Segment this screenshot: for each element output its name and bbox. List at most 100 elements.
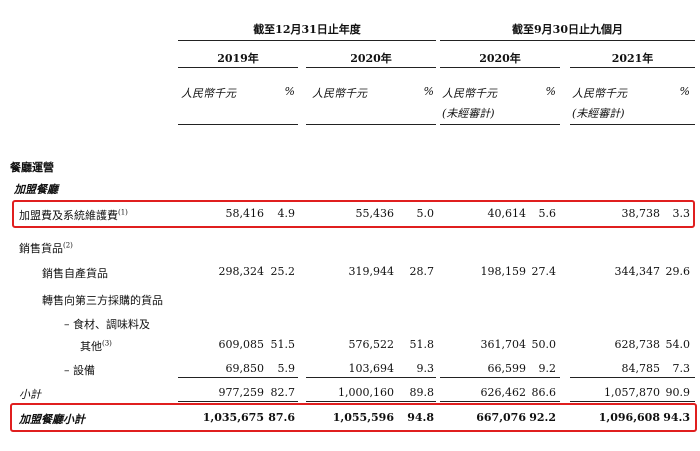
- cell-franchise-subtotal-5: 92.2: [529, 411, 556, 424]
- cell-equipment-6: 84,785: [621, 362, 661, 375]
- under-unit-2019: [178, 124, 298, 125]
- cell-franchise-subtotal-1: 87.6: [268, 411, 295, 424]
- row-label-franchise-fee: 加盟費及系統維護費(1): [19, 207, 128, 223]
- franchise-fee-note: (1): [118, 208, 128, 217]
- pct-2020b: %: [545, 85, 556, 98]
- cell-subtotal-2: 1,000,160: [338, 386, 394, 399]
- under-unit-2020b: [440, 124, 560, 125]
- section-subtitle: 加盟餐廳: [14, 183, 58, 196]
- subtotal-rule-2021: [570, 377, 695, 378]
- cell-franchise-fee-2: 55,436: [355, 207, 395, 220]
- unit-2019: 人民幣千元: [181, 87, 236, 100]
- cell-franchise-fee-5: 5.6: [538, 207, 557, 220]
- cell-equipment-5: 9.2: [538, 362, 557, 375]
- cell-franchise-fee-4: 40,614: [487, 207, 527, 220]
- section-title: 餐廳運營: [10, 161, 54, 174]
- row-label-resale: 轉售向第三方採購的貨品: [42, 294, 163, 307]
- header-year-2020b: 2020年: [479, 52, 521, 65]
- cell-self-produced-3: 28.7: [409, 265, 435, 278]
- row-label-equipment: – 設備: [64, 364, 95, 377]
- unit-2020a: 人民幣千元: [312, 87, 367, 100]
- divider-2019: [178, 67, 298, 68]
- cell-subtotal-1: 82.7: [270, 386, 296, 399]
- row-label-food-line2: 其他(3): [80, 338, 112, 354]
- cell-food-line2-0: 609,085: [218, 338, 265, 351]
- franchise-fee-text: 加盟費及系統維護費: [19, 209, 118, 222]
- cell-food-line2-3: 51.8: [409, 338, 435, 351]
- total-rule-2020b: [440, 401, 560, 402]
- unaudited-2021: (未經審計): [572, 107, 625, 120]
- cell-self-produced-5: 27.4: [531, 265, 557, 278]
- cell-franchise-fee-7: 3.3: [672, 207, 691, 220]
- cell-subtotal-0: 977,259: [218, 386, 265, 399]
- cell-subtotal-7: 90.9: [665, 386, 691, 399]
- cell-franchise-fee-1: 4.9: [277, 207, 296, 220]
- total-rule-2020a: [306, 401, 436, 402]
- cell-food-line2-1: 51.5: [270, 338, 296, 351]
- cell-equipment-1: 5.9: [277, 362, 296, 375]
- header-divider-year: [178, 40, 436, 41]
- row-label-franchise-subtotal: 加盟餐廳小計: [19, 413, 85, 426]
- divider-2020a: [306, 67, 436, 68]
- total-rule-2019: [178, 401, 298, 402]
- divider-2020b: [440, 67, 560, 68]
- total-rule-2021: [570, 401, 695, 402]
- cell-franchise-subtotal-2: 1,055,596: [332, 411, 394, 424]
- row-label-subtotal: 小計: [19, 388, 41, 401]
- header-nine-month-group: 截至9月30日止九個月: [512, 23, 623, 36]
- row-label-goods-sales: 銷售貨品(2): [19, 240, 73, 256]
- cell-subtotal-4: 626,462: [480, 386, 527, 399]
- cell-franchise-subtotal-4: 667,076: [476, 411, 526, 424]
- cell-equipment-2: 103,694: [348, 362, 395, 375]
- cell-self-produced-6: 344,347: [614, 265, 661, 278]
- cell-self-produced-1: 25.2: [270, 265, 296, 278]
- cell-franchise-subtotal-7: 94.3: [663, 411, 690, 424]
- food-other-text: 其他: [80, 340, 102, 353]
- cell-franchise-subtotal-3: 94.8: [407, 411, 434, 424]
- cell-self-produced-7: 29.6: [665, 265, 691, 278]
- pct-2020a: %: [423, 85, 434, 98]
- under-unit-2020a: [306, 124, 436, 125]
- cell-subtotal-5: 86.6: [531, 386, 557, 399]
- cell-self-produced-2: 319,944: [348, 265, 395, 278]
- subtotal-rule-2020b: [440, 377, 560, 378]
- subtotal-rule-2019: [178, 377, 298, 378]
- header-year-2020a: 2020年: [350, 52, 392, 65]
- cell-self-produced-0: 298,324: [218, 265, 265, 278]
- cell-franchise-fee-6: 38,738: [621, 207, 661, 220]
- cell-franchise-fee-3: 5.0: [416, 207, 435, 220]
- cell-food-line2-6: 628,738: [614, 338, 661, 351]
- cell-franchise-subtotal-6: 1,096,608: [598, 411, 660, 424]
- header-year-group: 截至12月31日止年度: [253, 23, 361, 36]
- cell-equipment-0: 69,850: [225, 362, 265, 375]
- row-label-self-produced: 銷售自產貨品: [42, 267, 108, 280]
- unaudited-2020b: (未經審計): [442, 107, 495, 120]
- goods-sales-note: (2): [63, 241, 73, 250]
- cell-subtotal-3: 89.8: [409, 386, 435, 399]
- pct-2019: %: [284, 85, 295, 98]
- unit-2021: 人民幣千元: [572, 87, 627, 100]
- header-year-2019: 2019年: [217, 52, 259, 65]
- pct-2021: %: [679, 85, 690, 98]
- unit-2020b: 人民幣千元: [442, 87, 497, 100]
- cell-self-produced-4: 198,159: [480, 265, 527, 278]
- cell-food-line2-2: 576,522: [348, 338, 395, 351]
- cell-food-line2-4: 361,704: [480, 338, 527, 351]
- cell-subtotal-6: 1,057,870: [604, 386, 660, 399]
- cell-equipment-7: 7.3: [672, 362, 691, 375]
- cell-equipment-3: 9.3: [416, 362, 435, 375]
- cell-equipment-4: 66,599: [487, 362, 527, 375]
- cell-franchise-fee-0: 58,416: [225, 207, 265, 220]
- subtotal-rule-2020a: [306, 377, 436, 378]
- goods-sales-text: 銷售貨品: [19, 242, 63, 255]
- under-unit-2021: [570, 124, 695, 125]
- cell-food-line2-7: 54.0: [665, 338, 691, 351]
- header-divider-nine: [440, 40, 695, 41]
- divider-2021: [570, 67, 695, 68]
- cell-franchise-subtotal-0: 1,035,675: [202, 411, 264, 424]
- highlight-box-franchise-fee: [12, 200, 695, 228]
- cell-food-line2-5: 50.0: [531, 338, 557, 351]
- header-year-2021: 2021年: [611, 52, 654, 65]
- food-other-note: (3): [102, 339, 112, 348]
- row-label-food-line1: – 食材、調味料及: [64, 318, 150, 331]
